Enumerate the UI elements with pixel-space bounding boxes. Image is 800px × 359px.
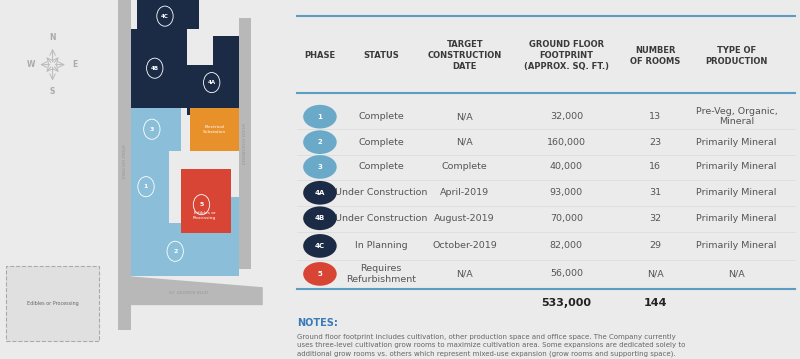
Text: NOTES:: NOTES: [297,318,338,328]
Circle shape [303,262,337,286]
Text: Primarily Mineral: Primarily Mineral [696,188,777,197]
Text: Electrical
Substation: Electrical Substation [203,125,226,134]
Text: 56,000: 56,000 [550,269,583,279]
Text: 1: 1 [144,184,148,189]
Circle shape [303,234,337,258]
Text: 2: 2 [173,249,178,254]
Text: 1: 1 [318,114,322,120]
Text: In Planning: In Planning [354,241,407,251]
Circle shape [167,241,183,261]
Text: N/A: N/A [456,112,473,121]
Text: 23: 23 [649,137,662,147]
Text: ENGLISH DRIVE: ENGLISH DRIVE [122,145,126,178]
Text: E: E [72,60,77,69]
Polygon shape [131,29,187,108]
Text: Ground floor footprint includes cultivation, other production space and office s: Ground floor footprint includes cultivat… [297,334,686,359]
Text: STATUS: STATUS [363,51,398,60]
Text: 4C: 4C [315,243,325,249]
Text: Complete: Complete [442,162,487,172]
Text: 4C: 4C [161,14,169,19]
Text: October-2019: October-2019 [432,241,497,251]
Text: 160,000: 160,000 [547,137,586,147]
Text: 40,000: 40,000 [550,162,583,172]
Text: Requires
Refurbishment: Requires Refurbishment [346,264,416,284]
Text: 29: 29 [650,241,662,251]
Polygon shape [118,0,131,330]
Text: 16: 16 [650,162,662,172]
Text: Pre-Veg, Organic,
Mineral: Pre-Veg, Organic, Mineral [696,107,778,126]
Text: TARGET
CONSTRUCTION
DATE: TARGET CONSTRUCTION DATE [427,41,502,71]
Text: Edibles or
Processing: Edibles or Processing [193,211,216,220]
Text: 4A: 4A [208,80,216,85]
Polygon shape [131,197,239,276]
Polygon shape [187,36,239,115]
Text: EDINBURGH DRIVE: EDINBURGH DRIVE [242,123,246,164]
Text: W: W [26,60,35,69]
Text: Under Construction: Under Construction [334,214,427,223]
Text: N/A: N/A [728,269,745,279]
Text: 3: 3 [150,127,154,132]
Polygon shape [131,151,170,223]
Text: 70,000: 70,000 [550,214,583,223]
Text: 2: 2 [318,139,322,145]
Text: S: S [50,87,55,96]
Text: 144: 144 [643,298,667,308]
Text: 5: 5 [199,202,204,207]
Text: PHASE: PHASE [304,51,335,60]
Text: August-2019: August-2019 [434,214,495,223]
Text: Primarily Mineral: Primarily Mineral [696,241,777,251]
Text: 31: 31 [649,188,662,197]
Text: 5: 5 [318,271,322,277]
Text: 533,000: 533,000 [542,298,591,308]
Polygon shape [118,276,262,305]
Circle shape [138,177,154,197]
Polygon shape [181,169,230,233]
Bar [6,266,99,341]
Circle shape [303,181,337,205]
Text: Complete: Complete [358,112,404,121]
Text: ST. GEORGE BLVD.: ST. GEORGE BLVD. [170,290,210,295]
Text: TYPE OF
PRODUCTION: TYPE OF PRODUCTION [706,46,768,66]
Polygon shape [131,108,181,151]
Text: Complete: Complete [358,137,404,147]
Text: 3: 3 [318,164,322,170]
Circle shape [203,73,220,93]
Circle shape [303,130,337,154]
Text: N/A: N/A [456,137,473,147]
Polygon shape [190,108,239,151]
Text: 4A: 4A [314,190,325,196]
Circle shape [144,119,160,139]
Text: 32,000: 32,000 [550,112,583,121]
Text: 4B: 4B [150,66,159,71]
Text: April-2019: April-2019 [440,188,490,197]
Circle shape [194,195,210,215]
Text: Complete: Complete [358,162,404,172]
Text: 82,000: 82,000 [550,241,583,251]
Text: 13: 13 [649,112,662,121]
Text: 4B: 4B [315,215,325,221]
Circle shape [146,58,163,78]
Text: Under Construction: Under Construction [334,188,427,197]
Text: Primarily Mineral: Primarily Mineral [696,214,777,223]
Text: NUMBER
OF ROOMS: NUMBER OF ROOMS [630,46,680,66]
Text: Primarily Mineral: Primarily Mineral [696,162,777,172]
Text: GROUND FLOOR
FOOTPRINT
(APPROX. SQ. FT.): GROUND FLOOR FOOTPRINT (APPROX. SQ. FT.) [524,41,609,71]
Text: N/A: N/A [647,269,663,279]
Circle shape [303,155,337,179]
Text: Edibles or Processing: Edibles or Processing [26,301,78,306]
Text: N/A: N/A [456,269,473,279]
Text: 93,000: 93,000 [550,188,583,197]
Circle shape [157,6,173,26]
Circle shape [303,206,337,230]
Text: N: N [50,33,56,42]
Text: Primarily Mineral: Primarily Mineral [696,137,777,147]
Circle shape [303,105,337,129]
Polygon shape [138,0,198,29]
Polygon shape [239,18,251,269]
Text: 32: 32 [649,214,662,223]
